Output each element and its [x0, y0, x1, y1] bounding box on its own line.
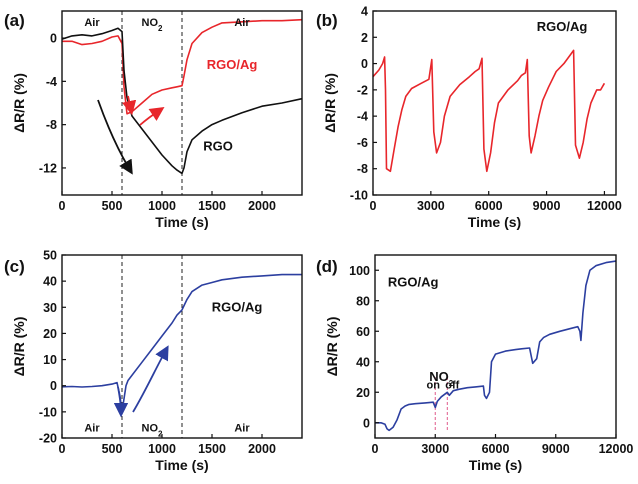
- y-tick-label: 100: [349, 264, 370, 278]
- y-tick-label: 2: [361, 31, 368, 45]
- phase-label: Air: [234, 17, 250, 29]
- y-tick-label: -4: [357, 110, 368, 124]
- y-tick-label: -2: [357, 83, 368, 97]
- phase-label: NO2: [142, 17, 164, 33]
- y-tick-label: 0: [361, 57, 368, 71]
- series-annotation: RGO/Ag: [212, 299, 263, 314]
- panel-a: 0 500 1000 1500 2000 0 -4 -8 -12 Time (s) ΔR/R (%)…: [4, 10, 303, 230]
- increase-arrow-c: [132, 345, 169, 413]
- plot-frame: [61, 10, 303, 196]
- y-tick-label: 60: [356, 325, 370, 339]
- series-annotation: NO2: [429, 369, 454, 388]
- series-line-rgoag: [62, 18, 303, 115]
- x-axis-label: Time (s): [155, 457, 208, 473]
- x-axis-label: Time (s): [468, 214, 521, 230]
- x-axis-label: Time (s): [155, 214, 208, 230]
- x-tick-label: 3000: [421, 442, 449, 456]
- decrease-arrow-rgo: [97, 99, 133, 175]
- series-line-rgoag: [61, 273, 302, 413]
- x-tick-label: 0: [59, 442, 66, 456]
- y-tick-label: -20: [39, 432, 57, 446]
- y-tick-label: 0: [50, 379, 57, 393]
- phase-label: NO2: [142, 423, 164, 439]
- x-tick-label: 1000: [148, 442, 176, 456]
- decrease-arrow-rgoag: [122, 95, 137, 116]
- x-tick-label: 9000: [542, 442, 570, 456]
- series-annotation: RGO/Ag: [537, 19, 588, 34]
- y-tick-label: -8: [46, 118, 57, 132]
- x-tick-label: 500: [102, 199, 123, 213]
- subscript: 2: [158, 429, 163, 438]
- event-label: on: [427, 380, 441, 392]
- panel-label: (d): [316, 257, 338, 276]
- event-label: off: [445, 380, 459, 392]
- x-tick-label: 1000: [148, 199, 176, 213]
- x-tick-label: 1500: [198, 199, 226, 213]
- y-tick-label: 10: [43, 353, 57, 367]
- subscript: 2: [158, 23, 163, 32]
- series-line-rgoag: [372, 49, 606, 173]
- y-axis-label: ΔR/R (%): [11, 317, 27, 377]
- y-tick-label: 0: [363, 416, 370, 430]
- x-tick-label: 0: [59, 199, 66, 213]
- x-tick-label: 12000: [599, 442, 634, 456]
- y-tick-label: 80: [356, 294, 370, 308]
- x-tick-label: 6000: [482, 442, 510, 456]
- phase-label: Air: [234, 423, 250, 435]
- y-tick-label: 40: [43, 275, 57, 289]
- x-tick-label: 0: [372, 442, 379, 456]
- x-axis-label: Time (s): [469, 457, 522, 473]
- y-tick-label: 20: [43, 327, 57, 341]
- x-tick-label: 0: [370, 199, 377, 213]
- series-annotation: RGO: [203, 138, 233, 153]
- panel-label: (c): [4, 257, 25, 276]
- x-tick-label: 9000: [533, 199, 561, 213]
- x-tick-label: 1500: [198, 442, 226, 456]
- x-tick-label: 12000: [587, 199, 622, 213]
- y-tick-label: 0: [50, 32, 57, 46]
- y-tick-label: -10: [39, 405, 57, 419]
- x-tick-label: 2000: [248, 442, 276, 456]
- panel-b: 0 3000 6000 9000 12000 4 2 0 -2 -4 -6 -8 -10 Time (s)…: [316, 5, 622, 231]
- y-tick-label: 20: [356, 386, 370, 400]
- panel-label: (a): [4, 11, 25, 30]
- phase-label: Air: [84, 17, 100, 29]
- y-tick-label: 40: [356, 355, 370, 369]
- y-tick-label: 30: [43, 301, 57, 315]
- y-tick-label: -6: [357, 136, 368, 150]
- plot-frame: [372, 10, 617, 196]
- y-axis-label: ΔR/R (%): [322, 73, 338, 133]
- series-line-rgoag: [375, 260, 617, 432]
- x-tick-label: 2000: [248, 199, 276, 213]
- plot-frame: [61, 254, 303, 439]
- x-tick-label: 3000: [417, 199, 445, 213]
- y-tick-label: -12: [39, 161, 57, 175]
- y-axis-label: ΔR/R (%): [11, 73, 27, 133]
- y-axis-label: ΔR/R (%): [324, 317, 340, 377]
- panel-label: (b): [316, 11, 338, 30]
- series-annotation: RGO/Ag: [207, 57, 258, 72]
- x-tick-label: 500: [102, 442, 123, 456]
- decrease-arrow-c: [113, 386, 129, 418]
- panel-d: 0 3000 6000 9000 12000 100 80 60 40 20 0 Time (s) ΔR…: [316, 254, 634, 473]
- recovery-arrow-rgoag: [139, 107, 165, 126]
- series-line-rgo: [61, 27, 303, 175]
- y-tick-label: -8: [357, 162, 368, 176]
- series-annotation: RGO/Ag: [388, 274, 439, 289]
- phase-label: Air: [84, 423, 100, 435]
- subscript: 2: [449, 379, 454, 388]
- x-tick-label: 6000: [475, 199, 503, 213]
- y-tick-label: 50: [43, 249, 57, 263]
- y-tick-label: 4: [361, 5, 368, 19]
- y-tick-label: -10: [350, 189, 368, 203]
- panel-c: 0 500 1000 1500 2000 50 40 30 20 10 0 -10 -20 Time (s…: [4, 249, 303, 473]
- y-tick-label: -4: [46, 75, 57, 89]
